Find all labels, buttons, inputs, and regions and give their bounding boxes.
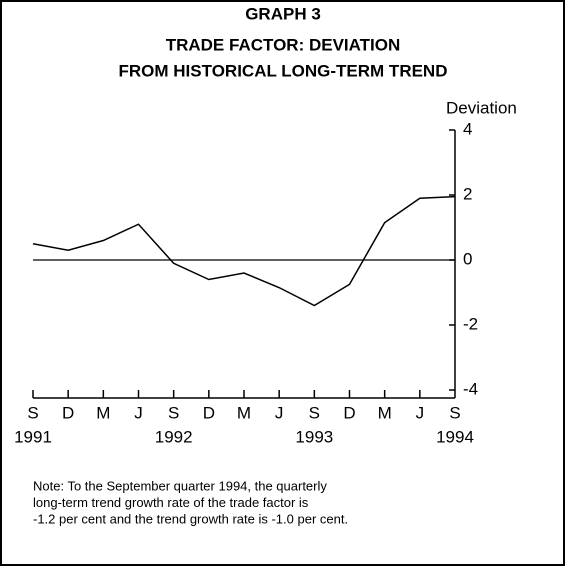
x-year-label: 1991 xyxy=(14,427,52,446)
note: Note: To the September quarter 1994, the… xyxy=(33,478,327,493)
x-tick-label: M xyxy=(96,403,110,422)
x-tick-label: M xyxy=(378,403,392,422)
x-tick-label: D xyxy=(62,403,74,422)
chart-title: TRADE FACTOR: DEVIATION xyxy=(166,35,401,54)
x-tick-label: J xyxy=(134,403,143,422)
x-tick-label: J xyxy=(416,403,425,422)
x-tick-label: S xyxy=(168,403,179,422)
data-line xyxy=(32,195,456,307)
y-tick-label: 0 xyxy=(463,249,472,268)
chart-title: FROM HISTORICAL LONG-TERM TREND xyxy=(119,61,448,80)
x-tick-label: S xyxy=(309,403,320,422)
chart-title: GRAPH 3 xyxy=(245,4,321,23)
x-year-label: 1994 xyxy=(436,427,474,446)
y-tick-label: 4 xyxy=(463,119,472,138)
note: -1.2 per cent and the trend growth rate … xyxy=(33,511,348,526)
x-tick-label: S xyxy=(27,403,38,422)
note: long-term trend growth rate of the trade… xyxy=(33,495,309,510)
x-tick-label: M xyxy=(237,403,251,422)
y-tick-label: 2 xyxy=(463,184,472,203)
x-year-label: 1992 xyxy=(155,427,193,446)
y-tick-label: -4 xyxy=(463,379,478,398)
x-tick-label: S xyxy=(449,403,460,422)
y-tick-label: -2 xyxy=(463,314,478,333)
x-year-label: 1993 xyxy=(295,427,333,446)
x-tick-label: D xyxy=(203,403,215,422)
x-tick-label: J xyxy=(275,403,284,422)
x-tick-label: D xyxy=(343,403,355,422)
y-axis-label: Deviation xyxy=(446,98,517,117)
